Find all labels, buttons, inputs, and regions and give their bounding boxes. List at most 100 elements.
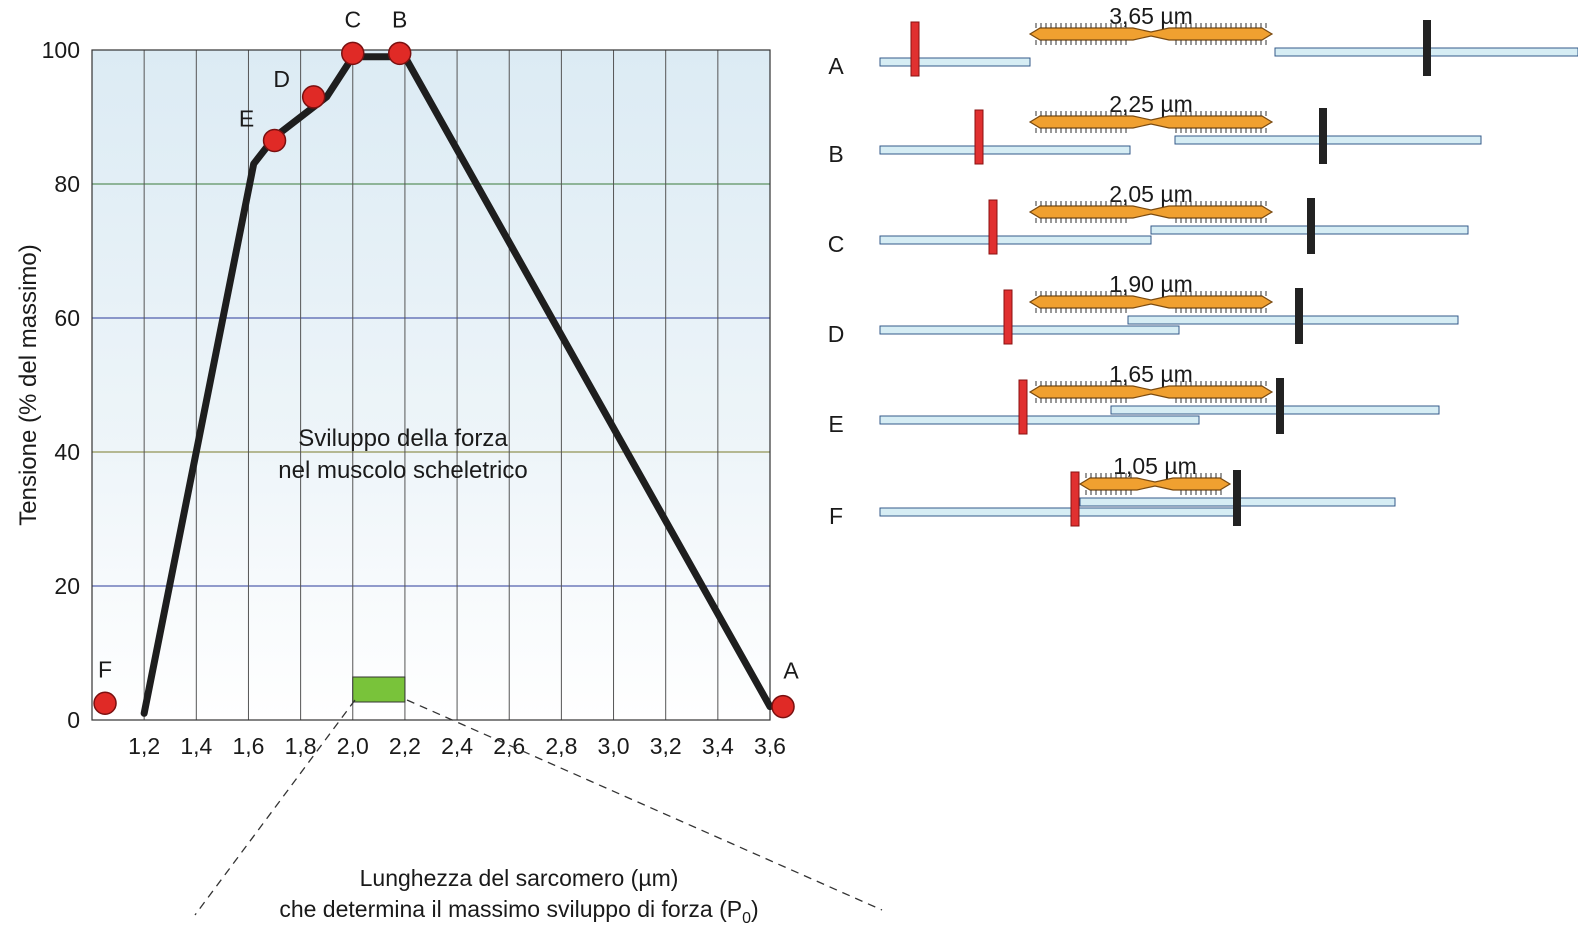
x-tick-label: 2,2	[389, 733, 421, 759]
sarcomere-row-B: B 2,25 µm	[828, 91, 1482, 167]
point-label-F: F	[98, 656, 112, 682]
sarcomere-length: 1,05 µm	[1113, 453, 1197, 479]
z-disc-right	[1307, 198, 1315, 254]
point-E	[262, 128, 287, 153]
z-disc-left	[1018, 379, 1028, 435]
x-tick-label: 1,2	[128, 733, 160, 759]
x-tick-label: 2,8	[545, 733, 577, 759]
x-tick-label: 2,4	[441, 733, 473, 759]
point-F	[93, 691, 117, 715]
x-tick-label: 3,2	[650, 733, 682, 759]
callout-close: )	[751, 896, 759, 922]
z-disc-right	[1233, 470, 1241, 526]
myosin-filament	[1028, 295, 1274, 309]
actin-filament-left	[879, 325, 1180, 335]
sarcomere-row-E: E 1,65 µm	[828, 361, 1440, 437]
actin-filament-right	[1110, 405, 1440, 415]
point-label-D: D	[273, 66, 290, 92]
z-disc-left	[910, 21, 920, 77]
y-tick-label: 20	[54, 573, 80, 599]
myosin-heads	[1035, 291, 1267, 313]
x-tick-label: 1,6	[232, 733, 264, 759]
point-A	[771, 694, 795, 719]
sarcomere-row-D: D 1,90 µm	[828, 271, 1459, 347]
z-disc-left	[974, 109, 984, 165]
x-tick-labels: 1,2 1,4 1,6 1,8 2,0 2,2 2,4 2,6 2,8 3,0 3,2 3,4 3,6	[128, 733, 786, 759]
myosin-filament	[1028, 385, 1274, 399]
y-tick-label: 60	[54, 305, 80, 331]
callout-text-2-main: che determina il massimo sviluppo di for…	[279, 896, 742, 922]
sarcomere-length: 1,65 µm	[1109, 361, 1193, 387]
x-tick-label: 3,4	[702, 733, 734, 759]
point-B	[387, 41, 412, 66]
myosin-heads	[1035, 23, 1267, 45]
sarcomere-row-C: C 2,05 µm	[828, 181, 1469, 257]
y-tick-label: 0	[67, 707, 80, 733]
myosin-heads	[1035, 381, 1267, 403]
sarcomere-label: A	[828, 53, 844, 79]
x-tick-label: 2,0	[337, 733, 369, 759]
z-disc-left	[988, 199, 998, 255]
y-tick-label: 80	[54, 171, 80, 197]
chart-subtitle: nel muscolo scheletrico	[278, 457, 527, 484]
callout-text-1: Lunghezza del sarcomero (µm)	[360, 865, 679, 891]
sarcomere-length: 2,25 µm	[1109, 91, 1193, 117]
point-label-B: B	[392, 6, 407, 32]
callout-text-2: che determina il massimo sviluppo di for…	[279, 896, 758, 927]
chart-title: Sviluppo della forza	[298, 425, 508, 452]
point-label-C: C	[344, 6, 361, 32]
actin-filament-left	[879, 415, 1200, 425]
myosin-heads	[1085, 473, 1222, 495]
grid	[92, 50, 770, 720]
x-tick-label: 3,6	[754, 733, 786, 759]
sarcomere-row-F: F 1,05 µm	[829, 453, 1396, 529]
actin-filament-left	[879, 507, 1235, 517]
state-points: F ED C B A	[93, 6, 799, 719]
sarcomere-length: 3,65 µm	[1109, 3, 1193, 29]
sarcomere-diagram: A 3,65 µm B 2,25 µm C 2,05 µm D 1,90 µm E 1,65 µm…	[828, 3, 1578, 529]
z-disc-left	[1070, 471, 1080, 527]
myosin-heads	[1035, 111, 1267, 133]
plot-area	[92, 50, 770, 720]
z-disc-left	[1003, 289, 1013, 345]
sarcomere-row-A: A 3,65 µm	[828, 3, 1578, 79]
actin-filament-left	[879, 57, 1031, 67]
point-D	[301, 85, 326, 109]
sarcomere-length: 2,05 µm	[1109, 181, 1193, 207]
actin-filament-right	[1127, 315, 1459, 325]
z-disc-right	[1423, 20, 1431, 76]
callout-subscript: 0	[742, 910, 751, 927]
callout-line-left	[194, 699, 356, 916]
y-axis-label: Tensione (% del massimo)	[15, 244, 42, 525]
plot-frame	[91, 49, 771, 721]
sarcomere-label: F	[829, 503, 843, 529]
y-tick-label: 100	[42, 37, 80, 63]
myosin-filament	[1028, 115, 1274, 129]
sarcomere-length: 1,90 µm	[1109, 271, 1193, 297]
myosin-filament	[1028, 205, 1274, 219]
x-tick-label: 3,0	[598, 733, 630, 759]
z-disc-right	[1319, 108, 1327, 164]
x-tick-label: 1,4	[180, 733, 212, 759]
z-disc-right	[1295, 288, 1303, 344]
y-tick-label: 40	[54, 439, 80, 465]
actin-filament-left	[879, 235, 1152, 245]
actin-filament-right	[1174, 135, 1482, 145]
x-tick-label: 1,8	[285, 733, 317, 759]
sarcomere-label: B	[828, 141, 843, 167]
callout-line-right	[406, 699, 883, 911]
z-disc-right	[1276, 378, 1284, 434]
optimum-length-box	[352, 676, 406, 703]
force-length-chart: 0 20 40 60 80 100 1,2 1,4 1,6 1,8 2,0 2,2 2,4 2,6 2,8…	[15, 6, 883, 927]
sarcomere-label: D	[828, 321, 845, 347]
myosin-filament	[1028, 27, 1274, 41]
point-label-E: E	[239, 105, 254, 131]
myosin-filament	[1078, 477, 1232, 491]
y-tick-labels: 0 20 40 60 80 100	[42, 37, 80, 733]
x-tick-label: 2,6	[493, 733, 525, 759]
sarcomere-label: E	[828, 411, 843, 437]
actin-filament-left	[879, 145, 1131, 155]
sarcomere-label: C	[828, 231, 845, 257]
point-C	[341, 41, 365, 66]
